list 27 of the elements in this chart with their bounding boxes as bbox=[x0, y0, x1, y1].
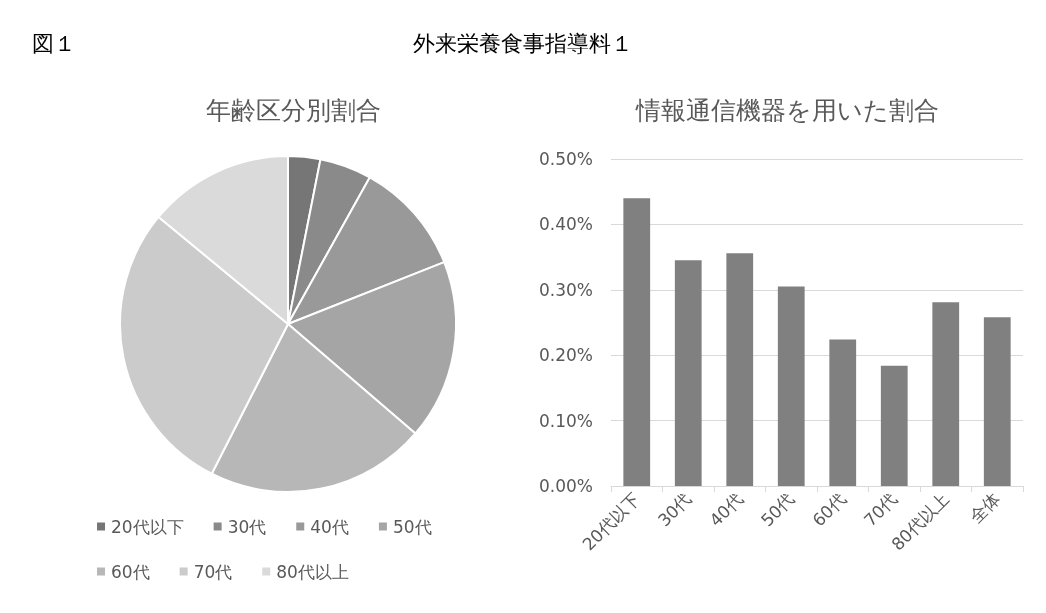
bar bbox=[674, 260, 702, 486]
legend-label: 80代以上 bbox=[276, 561, 349, 582]
bar bbox=[829, 339, 857, 486]
y-tick-label: 0.40% bbox=[538, 214, 593, 235]
caption: 図１ bbox=[32, 30, 76, 56]
bar bbox=[932, 302, 960, 486]
legend-label: 60代 bbox=[111, 561, 150, 582]
chart-title: 情報通信機器を用いた割合 bbox=[634, 96, 939, 125]
x-tick-label: 60代 bbox=[808, 488, 850, 531]
y-tick-label: 0.20% bbox=[538, 345, 593, 366]
text: 外来栄養食事指導料１ bbox=[413, 30, 633, 56]
x-tick-label: 40代 bbox=[705, 488, 747, 531]
legend-label: 70代 bbox=[193, 561, 233, 582]
bar bbox=[726, 253, 754, 486]
y-tick-label: 0.00% bbox=[538, 476, 593, 496]
bar bbox=[880, 365, 908, 486]
bar bbox=[983, 317, 1011, 486]
bar bbox=[777, 286, 805, 486]
x-tick-label: 70代 bbox=[859, 488, 902, 531]
chart-title: 年齢区分別割合 bbox=[205, 96, 381, 125]
bar bbox=[623, 198, 651, 486]
x-tick-label: 全体 bbox=[966, 488, 1005, 528]
x-tick-label: 30代 bbox=[653, 488, 696, 531]
y-tick-label: 0.10% bbox=[538, 410, 593, 431]
y-tick-label: 0.50% bbox=[538, 149, 593, 169]
x-tick-label: 50代 bbox=[756, 488, 799, 531]
y-tick-label: 0.30% bbox=[538, 279, 593, 300]
